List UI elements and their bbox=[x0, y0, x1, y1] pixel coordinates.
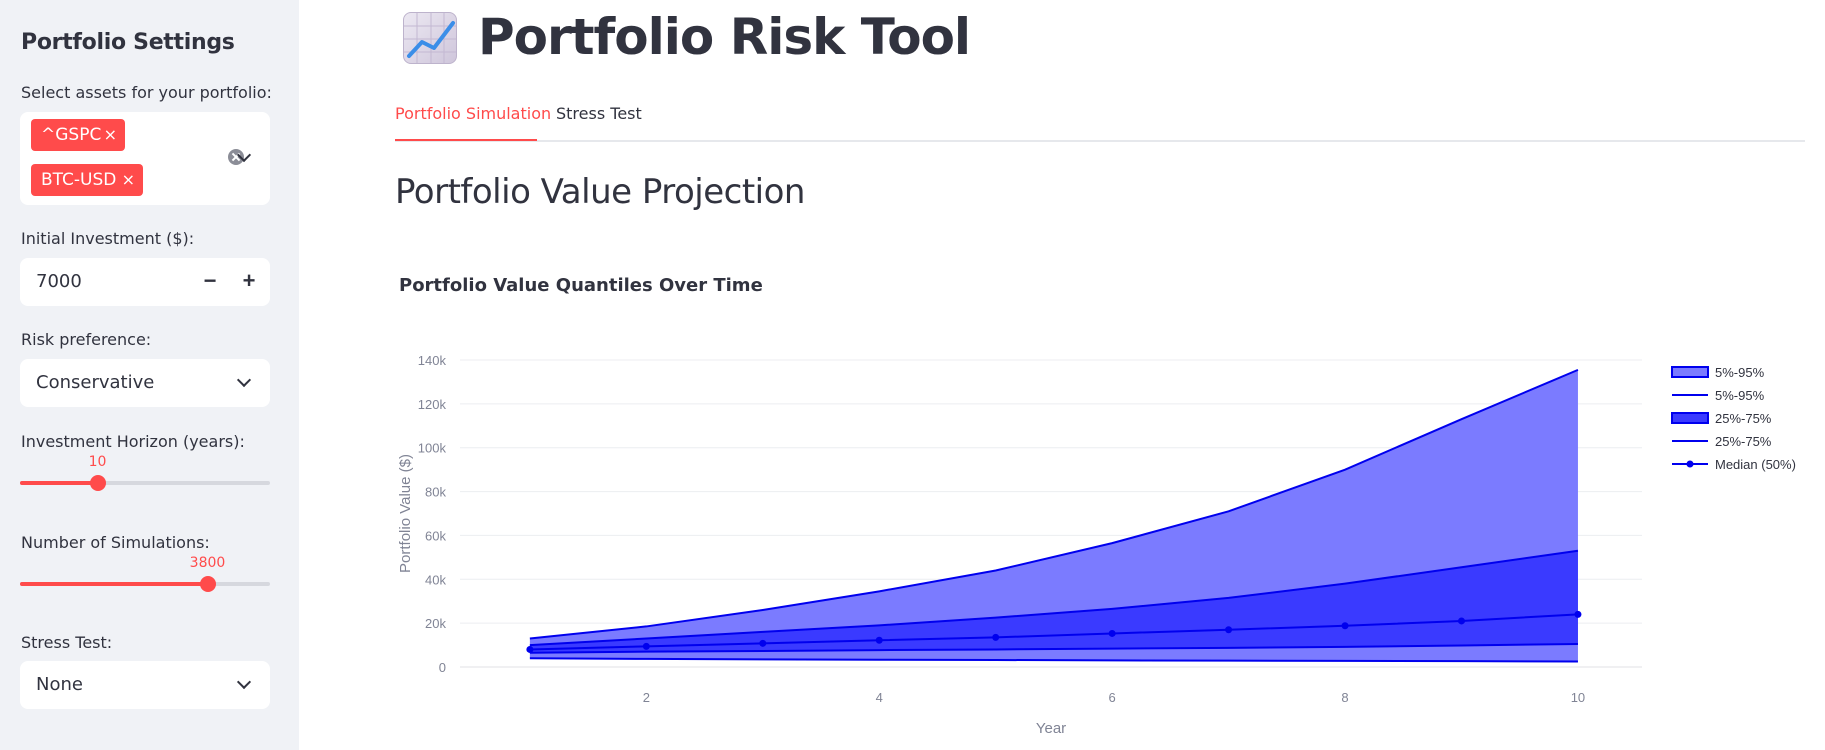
horizon-slider-value: 10 bbox=[88, 454, 107, 470]
x-tick-label: 4 bbox=[876, 690, 883, 705]
remove-chip-icon[interactable]: × bbox=[121, 170, 135, 189]
horizon-label: Investment Horizon (years): bbox=[21, 432, 245, 451]
legend-label: 25%-75% bbox=[1715, 434, 1772, 449]
x-tick-label: 6 bbox=[1109, 690, 1116, 705]
median-point bbox=[1574, 610, 1582, 618]
horizon-slider[interactable]: 10 bbox=[20, 454, 270, 491]
y-tick-label: 40k bbox=[425, 572, 446, 587]
median-point bbox=[1108, 629, 1116, 637]
stress-test-label: Stress Test: bbox=[21, 633, 113, 652]
simulations-label: Number of Simulations: bbox=[21, 533, 210, 552]
legend-label: Median (50%) bbox=[1715, 457, 1796, 472]
clear-all-icon[interactable] bbox=[228, 149, 244, 165]
median-point bbox=[1225, 626, 1233, 634]
legend-swatch bbox=[1671, 366, 1709, 378]
initial-investment-field: 7000 − + bbox=[20, 258, 270, 306]
y-tick-label: 100k bbox=[418, 441, 447, 456]
median-point bbox=[875, 636, 883, 644]
section-title: Portfolio Value Projection bbox=[395, 172, 805, 212]
asset-chip-gspc: ^GSPC × bbox=[31, 119, 125, 151]
chart-title: Portfolio Value Quantiles Over Time bbox=[399, 275, 763, 296]
y-axis-label: Portfolio Value ($) bbox=[397, 454, 414, 573]
legend-label: 5%-95% bbox=[1715, 388, 1765, 403]
active-tab-indicator bbox=[395, 139, 537, 141]
legend-marker bbox=[1686, 460, 1694, 468]
x-tick-label: 2 bbox=[643, 690, 650, 705]
y-tick-label: 80k bbox=[425, 485, 446, 500]
sidebar-title: Portfolio Settings bbox=[21, 30, 235, 55]
risk-preference-select[interactable]: Conservative bbox=[20, 359, 270, 407]
tab-stress-test[interactable]: Stress Test bbox=[556, 104, 642, 123]
simulations-slider[interactable]: 3800 bbox=[20, 555, 270, 592]
median-point bbox=[992, 633, 1000, 641]
y-tick-label: 140k bbox=[418, 353, 447, 368]
asset-chip-btc: BTC-USD × bbox=[31, 164, 143, 196]
asset-chip-label: BTC-USD bbox=[41, 170, 117, 190]
line-75 bbox=[529, 549, 1579, 647]
tab-portfolio-simulation[interactable]: Portfolio Simulation bbox=[395, 104, 552, 123]
risk-preference-label: Risk preference: bbox=[21, 330, 152, 349]
median-point bbox=[1341, 622, 1349, 630]
median-point bbox=[759, 639, 767, 647]
tab-bar: Portfolio Simulation Stress Test bbox=[395, 98, 1805, 142]
median-point bbox=[1457, 617, 1465, 625]
increment-button[interactable]: + bbox=[242, 268, 256, 293]
page-title: Portfolio Risk Tool bbox=[478, 8, 971, 66]
simulations-slider-value: 3800 bbox=[189, 555, 226, 571]
horizon-slider-fill bbox=[20, 481, 98, 485]
risk-preference-value: Conservative bbox=[36, 372, 155, 393]
x-axis-label: Year bbox=[1036, 720, 1066, 737]
x-tick-label: 8 bbox=[1341, 690, 1348, 705]
median-point bbox=[642, 642, 650, 650]
legend-label: 5%-95% bbox=[1715, 365, 1765, 380]
line-25 bbox=[529, 642, 1578, 654]
line-5 bbox=[529, 657, 1578, 663]
median-point bbox=[526, 645, 534, 653]
assets-multiselect[interactable]: ^GSPC × BTC-USD × bbox=[20, 112, 270, 205]
initial-investment-label: Initial Investment ($): bbox=[21, 229, 195, 248]
horizon-slider-thumb[interactable] bbox=[89, 475, 106, 491]
asset-chip-label: ^GSPC bbox=[41, 125, 102, 145]
initial-investment-input[interactable]: 7000 bbox=[36, 271, 82, 292]
y-tick-label: 60k bbox=[425, 528, 446, 543]
stress-test-value: None bbox=[36, 674, 83, 695]
line-median bbox=[529, 613, 1579, 651]
legend-swatch bbox=[1671, 412, 1709, 424]
stress-test-select[interactable]: None bbox=[20, 661, 270, 709]
x-tick-label: 10 bbox=[1571, 690, 1585, 705]
decrement-button[interactable]: − bbox=[203, 268, 217, 293]
chart-increasing-icon bbox=[403, 12, 457, 64]
legend-label: 25%-75% bbox=[1715, 411, 1772, 426]
y-tick-label: 0 bbox=[439, 660, 446, 675]
remove-chip-icon[interactable]: × bbox=[103, 125, 117, 144]
y-tick-label: 120k bbox=[418, 397, 447, 412]
line-95 bbox=[529, 368, 1579, 640]
simulations-slider-thumb[interactable] bbox=[199, 576, 216, 592]
sidebar: Portfolio Settings Select assets for you… bbox=[0, 0, 299, 750]
assets-label: Select assets for your portfolio: bbox=[21, 83, 272, 102]
simulations-slider-fill bbox=[20, 582, 208, 586]
y-tick-label: 20k bbox=[425, 616, 446, 631]
